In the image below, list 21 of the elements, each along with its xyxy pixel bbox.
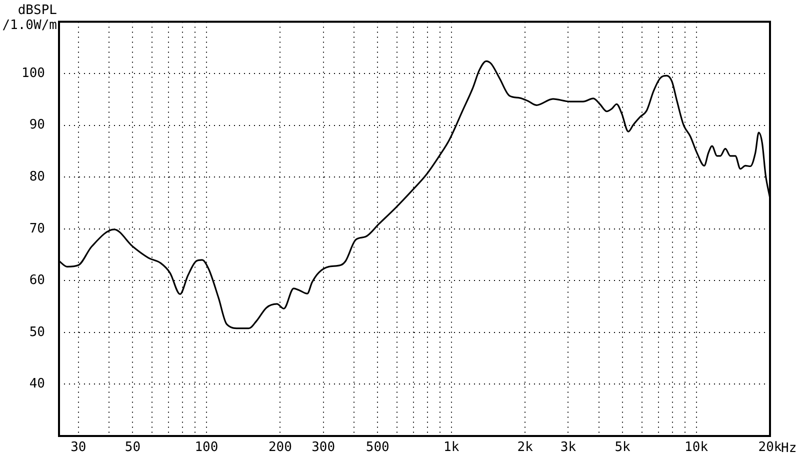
x-tick-label: 2k [517,440,534,456]
y-axis-title: dBSPL /1.0W/m [2,2,58,33]
x-tick-label: 30 [70,440,86,456]
x-tick-label: 20k [758,440,782,456]
y-tick-label: 50 [29,324,45,340]
y-tick-label: 80 [29,170,45,184]
y-tick-label: 90 [29,118,45,133]
x-tick-label: 10k [684,440,708,456]
y-tick-label: 60 [29,273,45,288]
x-tick-label: 200 [268,440,292,456]
x-tick-label: 300 [312,440,336,456]
y-tick-label: 70 [29,221,45,236]
x-tick-label: 100 [194,440,218,456]
x-tick-label: 5k [614,440,631,456]
y-tick-label: 40 [29,376,45,392]
x-axis-title: Hz [781,440,797,456]
x-tick-label: 1k [444,440,460,456]
y-tick-label: 100 [22,66,45,81]
x-tick-label: 3k [560,440,576,456]
x-tick-label: 50 [124,440,141,456]
x-tick-label: 500 [366,440,390,456]
